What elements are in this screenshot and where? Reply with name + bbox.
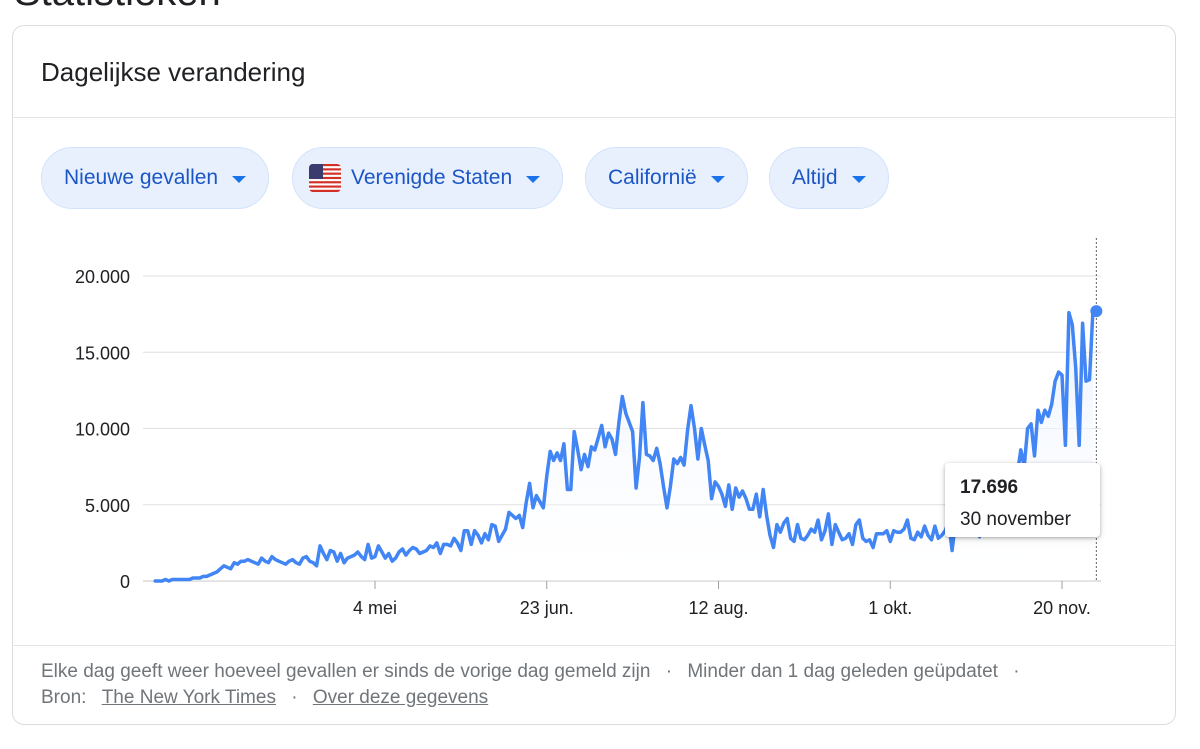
footer-source-line: Bron: The New York Times · Over deze geg… [41, 687, 488, 709]
card-header: Dagelijkse verandering [13, 26, 1175, 118]
y-tick-label: 10.000 [75, 420, 130, 440]
footer-separator: · [665, 661, 673, 682]
country-dropdown-label: Verenigde Staten [351, 166, 513, 189]
footer-separator: · [1013, 661, 1020, 682]
card-title: Dagelijkse verandering [41, 57, 306, 87]
y-tick-label: 15.000 [75, 343, 130, 363]
x-tick-label: 12 aug. [688, 598, 748, 618]
x-tick-label: 4 mei [353, 598, 397, 618]
card-footer: Elke dag geeft weer hoeveel gevallen er … [13, 645, 1175, 724]
series-area [155, 311, 1093, 581]
footer-description: Elke dag geeft weer hoeveel gevallen er … [41, 661, 651, 682]
chart-tooltip: 17.696 30 november [945, 463, 1100, 537]
chevron-down-icon [710, 175, 725, 183]
metric-dropdown[interactable]: Nieuwe gevallen [41, 147, 270, 209]
chevron-down-icon [232, 175, 247, 183]
about-data-link[interactable]: Over deze gegevens [312, 687, 489, 708]
chevron-down-icon [526, 175, 541, 183]
x-tick-label: 23 jun. [520, 598, 574, 618]
country-dropdown[interactable]: Verenigde Staten [292, 147, 564, 209]
footer-source-label: Bron: [41, 687, 87, 708]
metric-dropdown-label: Nieuwe gevallen [64, 166, 219, 189]
region-dropdown-label: Californië [608, 166, 697, 189]
chevron-down-icon [851, 175, 866, 183]
footer-updated: Minder dan 1 dag geleden geüpdatet [687, 661, 998, 682]
footer-description-line: Elke dag geeft weer hoeveel gevallen er … [41, 661, 1030, 683]
hover-point [1090, 305, 1103, 318]
y-tick-label: 20.000 [75, 267, 130, 287]
cases-line-chart[interactable]: 0 5.000 10.000 15.000 20.000 4 mei 23 jun. 12 a… [13, 26, 1175, 646]
tooltip-date: 30 november [960, 509, 1071, 530]
region-dropdown[interactable]: Californië [585, 147, 748, 209]
us-flag-icon [309, 164, 341, 192]
series-line [153, 309, 1095, 583]
daily-change-card: Dagelijkse verandering Nieuwe gevallen V… [12, 25, 1176, 725]
source-link[interactable]: The New York Times [101, 687, 276, 708]
period-dropdown[interactable]: Altijd [769, 147, 889, 209]
x-tick-label: 1 okt. [868, 598, 912, 618]
footer-separator: · [291, 687, 298, 708]
x-tick-label: 20 nov. [1033, 598, 1091, 618]
y-tick-label: 5.000 [85, 496, 130, 516]
page-title-cutoff: Statistieken [14, 0, 221, 15]
tooltip-value: 17.696 [960, 477, 1019, 498]
y-tick-label: 0 [120, 572, 130, 592]
period-dropdown-label: Altijd [792, 166, 838, 189]
